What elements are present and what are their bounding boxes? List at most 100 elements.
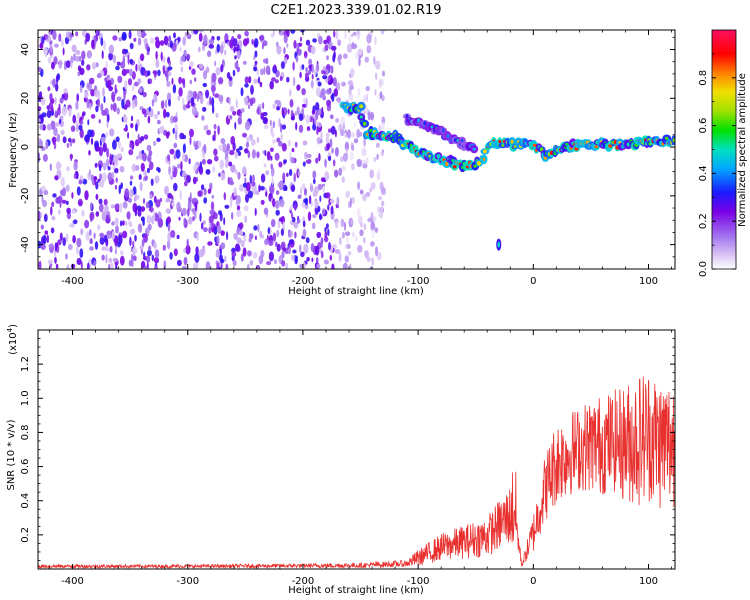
spectrogram-cell [167,192,173,199]
spectrogram-cell [276,45,282,55]
spectrogram-cell [119,165,125,173]
spectrogram-cell [380,206,384,212]
spectrogram-cell [333,88,338,97]
spectrogram-cell [147,249,152,257]
spectrogram-cell [196,93,200,102]
spectrogram-cell [239,222,244,230]
spectrogram-cell [205,261,211,269]
spectrogram-cell [250,84,254,95]
spectrogram-cell [303,243,309,254]
spectrogram-cell [215,67,221,76]
spectrogram-cell [375,142,380,148]
snr-ytick-label: 1.0 [20,390,31,406]
spectrogram-cell [38,118,41,124]
spectrogram-cell [231,212,234,220]
spectrogram-xtick-label: 0 [530,276,536,287]
spectrogram-cell [296,43,299,50]
spectrogram-cell [76,237,82,248]
spectrogram-cell [154,249,160,259]
spectrogram-cell [281,249,285,259]
spectrogram-cell [48,102,54,110]
spectrogram-cell [176,234,180,240]
spectrogram-cell [132,202,138,213]
spectrogram-cell [125,69,130,74]
spectrogram-cell [46,109,52,119]
spectrogram-cell [301,183,306,190]
spectrogram-cell [225,157,230,167]
spectrogram-cell [207,241,213,246]
spectrogram-cell [276,243,281,252]
spectrogram-cell [370,111,375,121]
spectrogram-cell [357,48,363,56]
spectrogram-cell [313,178,316,184]
spectrogram-cell [290,184,296,192]
spectrogram-cell [181,78,186,85]
spectrogram-cell [237,116,242,125]
spectrogram-cell [253,225,258,231]
spectrogram-xtick-label: 100 [639,276,658,287]
spectrogram-cell [169,40,173,49]
spectrogram-cell [101,254,105,261]
spectrogram-cell [59,232,63,241]
spectrogram-cell [88,229,92,236]
spectrogram-cell [62,237,66,247]
spectrogram-cell [55,83,59,92]
spectrogram-cell [66,142,70,148]
spectrogram-cell [353,31,357,36]
spectrogram-cell [234,151,238,159]
spectrogram-cell [369,169,375,179]
spectrogram-cell [335,118,340,123]
spectrogram-cell [308,64,312,70]
spectrogram-cell [127,54,130,65]
spectrogram-cell [299,36,303,42]
spectrogram-cell [265,170,270,176]
spectrogram-cell [195,246,199,256]
spectrogram-cell [264,187,267,193]
spectrogram-cell [154,36,159,41]
spectrogram-cell [297,170,301,177]
spectrogram-cell [243,96,249,104]
spectrogram-cell [183,256,188,266]
spectrogram-xlabel: Height of straight line (km) [288,286,424,297]
spectrogram-cell [91,39,95,49]
spectrogram-cell [152,140,157,147]
spectrogram-cell [63,88,68,94]
spectrogram-cell [54,96,57,105]
spectrogram-cell [218,94,224,103]
spectrogram-cell [326,64,331,70]
spectrogram-cell [261,42,264,50]
spectrogram-cell [185,104,191,109]
spectrogram-cell [242,38,248,47]
spectrogram-cell [220,230,225,236]
spectrogram-cell [94,89,99,98]
spectrogram-cell [159,40,165,46]
spectrogram-cell [324,231,328,239]
spectrogram-cell [298,113,304,122]
spectrogram-cell [129,180,133,186]
spectrogram-cell [108,263,111,269]
spectrogram-cell [147,154,152,163]
spectrogram-cell [99,173,102,181]
spectrogram-cell [75,101,79,110]
spectrogram-cell [234,61,239,69]
spectrogram-cell [147,70,151,76]
spectrogram-cell [115,265,118,269]
spectrogram-cell [232,38,238,47]
spectrogram-cell [301,64,305,70]
spectrogram-cell [170,204,173,210]
colorbar-gradient [711,29,737,270]
spectrogram-cell [111,91,115,102]
spectrogram-cell [129,142,133,149]
spectrogram-cell [357,244,363,253]
spectrogram-cell [166,73,169,82]
spectrogram-cell [82,111,86,117]
spectrogram-cell [137,133,140,143]
spectrogram-cell [292,61,295,71]
spectrogram-cell [367,111,371,121]
spectrogram-cell [72,138,76,144]
spectrogram-cell [55,263,59,269]
spectrogram-cell [147,115,151,124]
spectrogram-cell [135,164,140,171]
spectrogram-cell [482,149,487,154]
spectrogram-cell [322,208,326,216]
